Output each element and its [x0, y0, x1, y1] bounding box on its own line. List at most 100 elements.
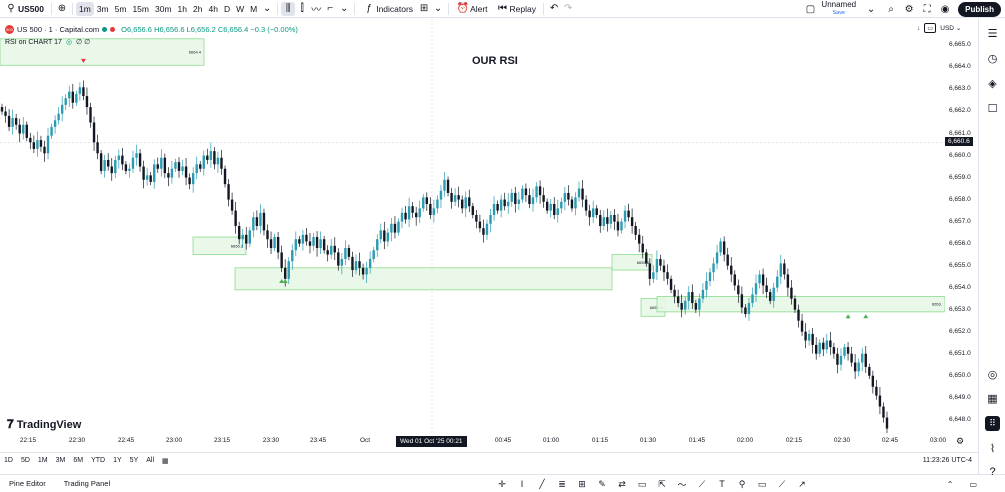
- candle-body: [255, 217, 259, 226]
- date-range-icon[interactable]: ▦: [162, 457, 169, 465]
- range-5d[interactable]: 5D: [20, 457, 30, 464]
- bars-icon[interactable]: ⫿: [300, 3, 304, 14]
- layers-icon[interactable]: ◈: [988, 78, 997, 90]
- divider: [72, 2, 73, 15]
- interval-1m[interactable]: 1m: [76, 1, 94, 16]
- highlighter-icon[interactable]: ⟋: [778, 478, 786, 489]
- text-cursor-icon[interactable]: I: [520, 479, 524, 489]
- candle-body: [46, 135, 50, 154]
- interval-m[interactable]: M: [250, 3, 258, 14]
- chevron-down-icon[interactable]: ⌄: [955, 25, 962, 32]
- pin-icon[interactable]: ⚲: [738, 478, 746, 489]
- maximize-icon[interactable]: ▭: [969, 479, 977, 489]
- replay-button[interactable]: ⏮ Replay: [492, 0, 540, 18]
- price-chart[interactable]: 6664.4 6656.3 6655.6 6653.4 6653.: [0, 19, 945, 433]
- candle-body: [761, 274, 765, 286]
- pine-editor-tab[interactable]: Pine Editor: [9, 479, 46, 488]
- interval-30m[interactable]: 30m: [154, 3, 172, 14]
- apps-grid-icon[interactable]: ⠿: [985, 416, 1000, 431]
- interval-5m[interactable]: 5m: [114, 3, 127, 14]
- chevron-down-icon[interactable]: ⌄: [263, 3, 272, 14]
- price-axis[interactable]: 6,665.0 6,664.0 6,663.0 6,662.0 6,661.0 6,660…: [945, 19, 978, 433]
- interval-w[interactable]: W: [236, 3, 245, 14]
- callout-icon[interactable]: ▭: [757, 478, 767, 489]
- candle-body: [89, 107, 92, 123]
- layout-icon[interactable]: ▢: [805, 3, 816, 15]
- step-chart-icon[interactable]: ⌐: [327, 3, 334, 14]
- alerts-clock-icon[interactable]: ◷: [987, 53, 998, 65]
- chevron-up-icon[interactable]: ⌃: [946, 479, 954, 489]
- line-chart-icon[interactable]: 〰: [311, 5, 322, 16]
- scale-mode-icon[interactable]: ▭: [924, 23, 937, 33]
- range-5y[interactable]: 5Y: [129, 457, 139, 464]
- price-tick: 6,655.0: [949, 261, 971, 269]
- broadcast-icon[interactable]: ⌇: [989, 443, 996, 455]
- arrow-down-icon[interactable]: ↓: [917, 24, 921, 32]
- divider: [543, 2, 545, 15]
- chat-icon[interactable]: ☐: [987, 103, 998, 115]
- eye-icon[interactable]: ◎: [65, 39, 73, 46]
- candle-body: [114, 159, 117, 174]
- rectangle-icon[interactable]: ▭: [637, 478, 647, 489]
- add-symbol-icon[interactable]: ⊕: [57, 3, 67, 14]
- interval-15m[interactable]: 15m: [132, 3, 149, 14]
- pattern-icon[interactable]: ⊞: [578, 478, 586, 489]
- crosshair-icon[interactable]: ✛: [498, 478, 506, 489]
- chevron-down-icon[interactable]: ⌄: [433, 3, 443, 14]
- legend-indicator[interactable]: RSI on CHART 17 ◎ ∅ ∅: [5, 38, 94, 47]
- interval-1h[interactable]: 1h: [177, 3, 187, 14]
- chevron-down-icon[interactable]: ⌄: [866, 3, 876, 15]
- candle-body: [153, 164, 156, 182]
- redo-icon[interactable]: ↷: [563, 3, 573, 14]
- path-icon[interactable]: ⟋: [698, 478, 706, 489]
- undo-icon[interactable]: ↶: [549, 3, 559, 14]
- range-1y[interactable]: 1Y: [113, 457, 122, 464]
- target-icon[interactable]: ◎: [987, 369, 998, 381]
- measure-icon[interactable]: ⇱: [658, 478, 666, 489]
- trading-panel-tab[interactable]: Trading Panel: [63, 479, 111, 488]
- interval-2h[interactable]: 2h: [193, 3, 203, 14]
- legend-instrument[interactable]: US 500 · 1 · Capital.com: [17, 25, 100, 34]
- time-tick: 01:15: [591, 437, 609, 444]
- indicators-button[interactable]: ƒ Indicators: [358, 0, 417, 18]
- clock-label[interactable]: 11:23:26 UTC-4: [922, 457, 972, 464]
- candle-body: [301, 234, 305, 244]
- divider: [354, 2, 356, 15]
- layout-name[interactable]: Unnamed Save: [821, 1, 856, 17]
- symbol-search[interactable]: ⚲ US500: [0, 0, 48, 18]
- fullscreen-icon[interactable]: ⛶: [923, 3, 931, 15]
- watchlist-icon[interactable]: ☰: [987, 28, 998, 40]
- interval-d[interactable]: D: [223, 3, 231, 14]
- calendar-icon[interactable]: ▦: [987, 393, 998, 405]
- time-tick: 02:30: [833, 437, 851, 444]
- range-3m[interactable]: 3M: [55, 457, 66, 464]
- fib-icon[interactable]: ≣: [558, 478, 566, 489]
- range-1m[interactable]: 1M: [37, 457, 48, 464]
- chevron-down-icon[interactable]: ⌄: [340, 3, 349, 14]
- trend-line-icon[interactable]: ╱: [539, 478, 545, 489]
- gear-icon[interactable]: ⚙: [956, 436, 965, 446]
- currency-label[interactable]: USD: [940, 24, 954, 32]
- help-icon[interactable]: ?: [989, 465, 996, 478]
- brush-icon[interactable]: 〜: [677, 479, 687, 490]
- range-1d[interactable]: 1D: [4, 457, 13, 464]
- time-tick: 23:00: [165, 437, 183, 444]
- templates-icon[interactable]: ⊞: [419, 3, 429, 14]
- settings-icon[interactable]: ⚙: [904, 3, 914, 15]
- ray-icon[interactable]: ↗: [798, 478, 806, 489]
- interval-4h[interactable]: 4h: [208, 3, 218, 14]
- publish-button[interactable]: Publish: [958, 1, 1001, 17]
- projection-icon[interactable]: ⇄: [618, 478, 626, 489]
- range-ytd[interactable]: YTD: [91, 457, 106, 464]
- candles-icon[interactable]: ⫼: [281, 1, 296, 16]
- alert-button[interactable]: ⏰ Alert: [452, 0, 491, 18]
- range-6m[interactable]: 6M: [73, 457, 84, 464]
- chart-pane[interactable]: 6664.4 6656.3 6655.6 6653.4 6653.: [0, 19, 945, 433]
- time-axis[interactable]: 22:15 22:30 22:45 23:00 23:15 23:30 23:45 Oct 00…: [0, 433, 946, 449]
- interval-3m[interactable]: 3m: [96, 3, 109, 14]
- range-all[interactable]: All: [146, 457, 155, 464]
- text-icon[interactable]: T: [719, 479, 725, 489]
- quick-search-icon[interactable]: ⌕: [888, 3, 894, 15]
- pencil-icon[interactable]: ✎: [598, 478, 606, 489]
- camera-icon[interactable]: ◉: [940, 3, 950, 15]
